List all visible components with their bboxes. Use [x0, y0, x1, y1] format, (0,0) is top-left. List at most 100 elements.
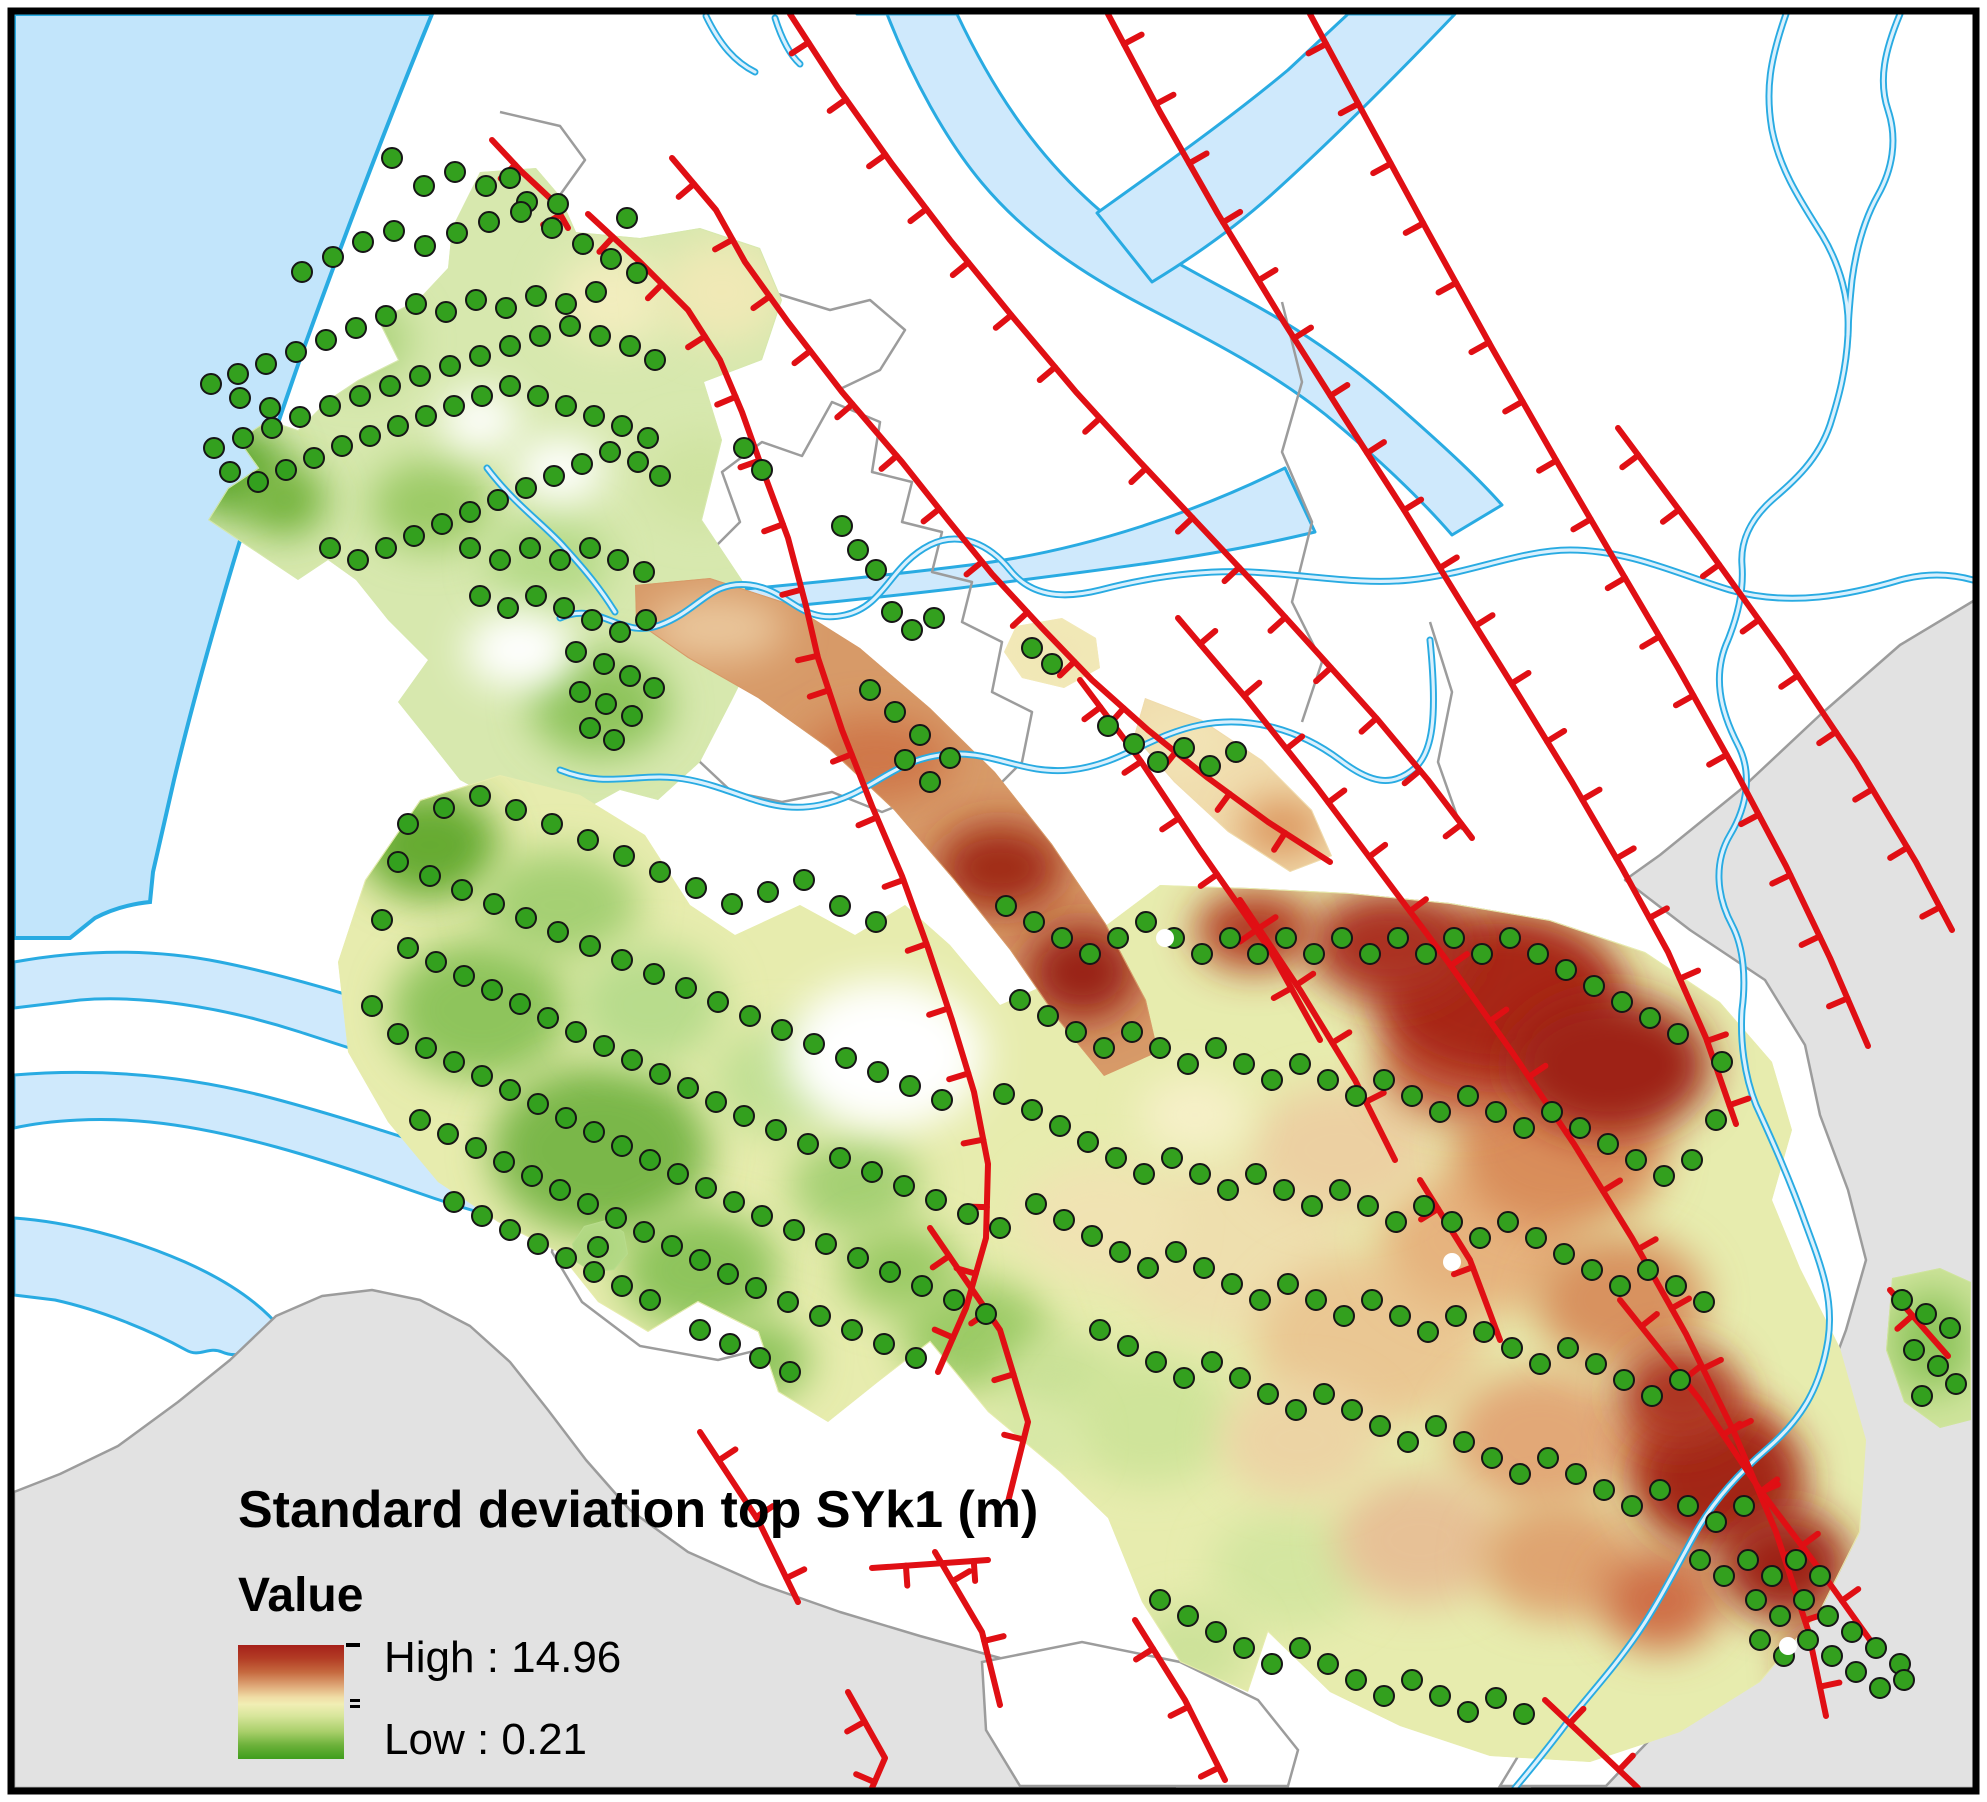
data-point — [1415, 943, 1437, 965]
data-point — [1553, 1243, 1575, 1265]
fault-tick — [714, 393, 739, 408]
fault-tick — [963, 558, 986, 578]
fault-tick — [788, 39, 812, 57]
data-point — [1373, 1685, 1395, 1707]
river-fill — [558, 537, 1975, 631]
data-point — [547, 921, 569, 943]
data-point — [319, 537, 341, 559]
fault-tick — [1186, 150, 1210, 167]
fault-tick — [946, 1070, 972, 1083]
data-point — [200, 373, 222, 395]
fault-tick — [1676, 967, 1702, 982]
fault-tick — [791, 347, 814, 367]
fault-tick — [1635, 1236, 1659, 1253]
data-point — [1443, 927, 1465, 949]
data-point — [993, 1083, 1015, 1105]
data-point — [1939, 1317, 1961, 1339]
fault-tick — [878, 452, 900, 472]
data-point — [555, 1107, 577, 1129]
fault-tick — [1081, 704, 1104, 723]
data-point — [549, 549, 571, 571]
data-point — [1041, 653, 1063, 675]
data-point — [481, 979, 503, 1001]
raster-blob — [790, 1135, 920, 1235]
data-point — [371, 909, 393, 931]
data-point — [425, 951, 447, 973]
fault-tick — [1197, 871, 1221, 889]
data-point — [499, 1079, 521, 1101]
fault-tick — [1197, 627, 1219, 647]
map-frame — [7, 7, 1980, 1795]
data-point — [777, 1291, 799, 1313]
data-point — [415, 1037, 437, 1059]
fault-tick — [826, 96, 849, 114]
fault-tick — [866, 151, 889, 170]
data-point — [409, 365, 431, 387]
data-point — [1137, 1257, 1159, 1279]
legend-ramp-tick-high — [346, 1643, 360, 1647]
data-point — [847, 1247, 869, 1269]
data-point — [387, 851, 409, 873]
data-point — [409, 1109, 431, 1131]
municipal-border — [1428, 621, 1464, 831]
raster-blob — [1210, 1510, 1370, 1630]
fault-tick — [981, 1633, 1007, 1644]
data-point — [733, 437, 755, 459]
data-point — [1749, 1629, 1771, 1651]
data-point — [616, 207, 638, 229]
river-fill — [558, 638, 1436, 809]
data-point — [1809, 1565, 1831, 1587]
data-point — [471, 1205, 493, 1227]
data-point — [751, 1205, 773, 1227]
fault-tick — [829, 751, 855, 765]
fault-tick — [1133, 1645, 1157, 1663]
data-point — [413, 175, 435, 197]
data-point — [1445, 1305, 1467, 1327]
fault-tick — [1619, 452, 1642, 471]
fault-tick — [1508, 669, 1532, 687]
data-point — [639, 1149, 661, 1171]
data-point — [607, 549, 629, 571]
fault-line — [869, 1557, 991, 1589]
data-point — [547, 193, 569, 215]
raster-blob — [1220, 1380, 1380, 1500]
raster-blob — [490, 1065, 710, 1235]
data-point — [989, 1217, 1011, 1239]
fault-tick — [1358, 715, 1380, 735]
data-point — [397, 937, 419, 959]
fault-tick — [991, 1371, 1017, 1384]
data-point — [1189, 1163, 1211, 1185]
data-point — [1817, 1605, 1839, 1627]
data-point — [1049, 1115, 1071, 1137]
fault-tick — [1616, 1752, 1636, 1774]
fault-tick — [1613, 845, 1637, 862]
data-point — [661, 1235, 683, 1257]
legend-ramp-row: High : 14.96 Low : 0.21 — [238, 1633, 1038, 1764]
fault-tick — [931, 1326, 957, 1341]
data-point — [675, 977, 697, 999]
data-point — [469, 345, 491, 367]
data-point — [431, 513, 453, 535]
fault-tick — [1798, 1530, 1821, 1549]
fault-tick — [1056, 658, 1078, 679]
fault-tick — [712, 236, 736, 253]
fault-line — [1077, 677, 1323, 1043]
raster-blob — [1020, 1160, 1180, 1280]
raster-blob — [1510, 995, 1710, 1135]
fault-tick — [1128, 465, 1149, 486]
data-point — [899, 1075, 921, 1097]
data-point — [459, 537, 481, 559]
data-point — [841, 1319, 863, 1341]
data-point — [1653, 1165, 1675, 1187]
data-point — [439, 355, 461, 377]
data-point — [1165, 1241, 1187, 1263]
data-point — [219, 461, 241, 483]
data-point — [1275, 927, 1297, 949]
no-data-point — [1156, 929, 1174, 947]
no-data-points-layer — [1156, 929, 1797, 1655]
fault-line — [1615, 425, 1955, 933]
data-point — [285, 341, 307, 363]
fault-tick — [1604, 574, 1629, 592]
data-point — [1667, 1023, 1689, 1045]
fault-tick — [1255, 267, 1279, 284]
